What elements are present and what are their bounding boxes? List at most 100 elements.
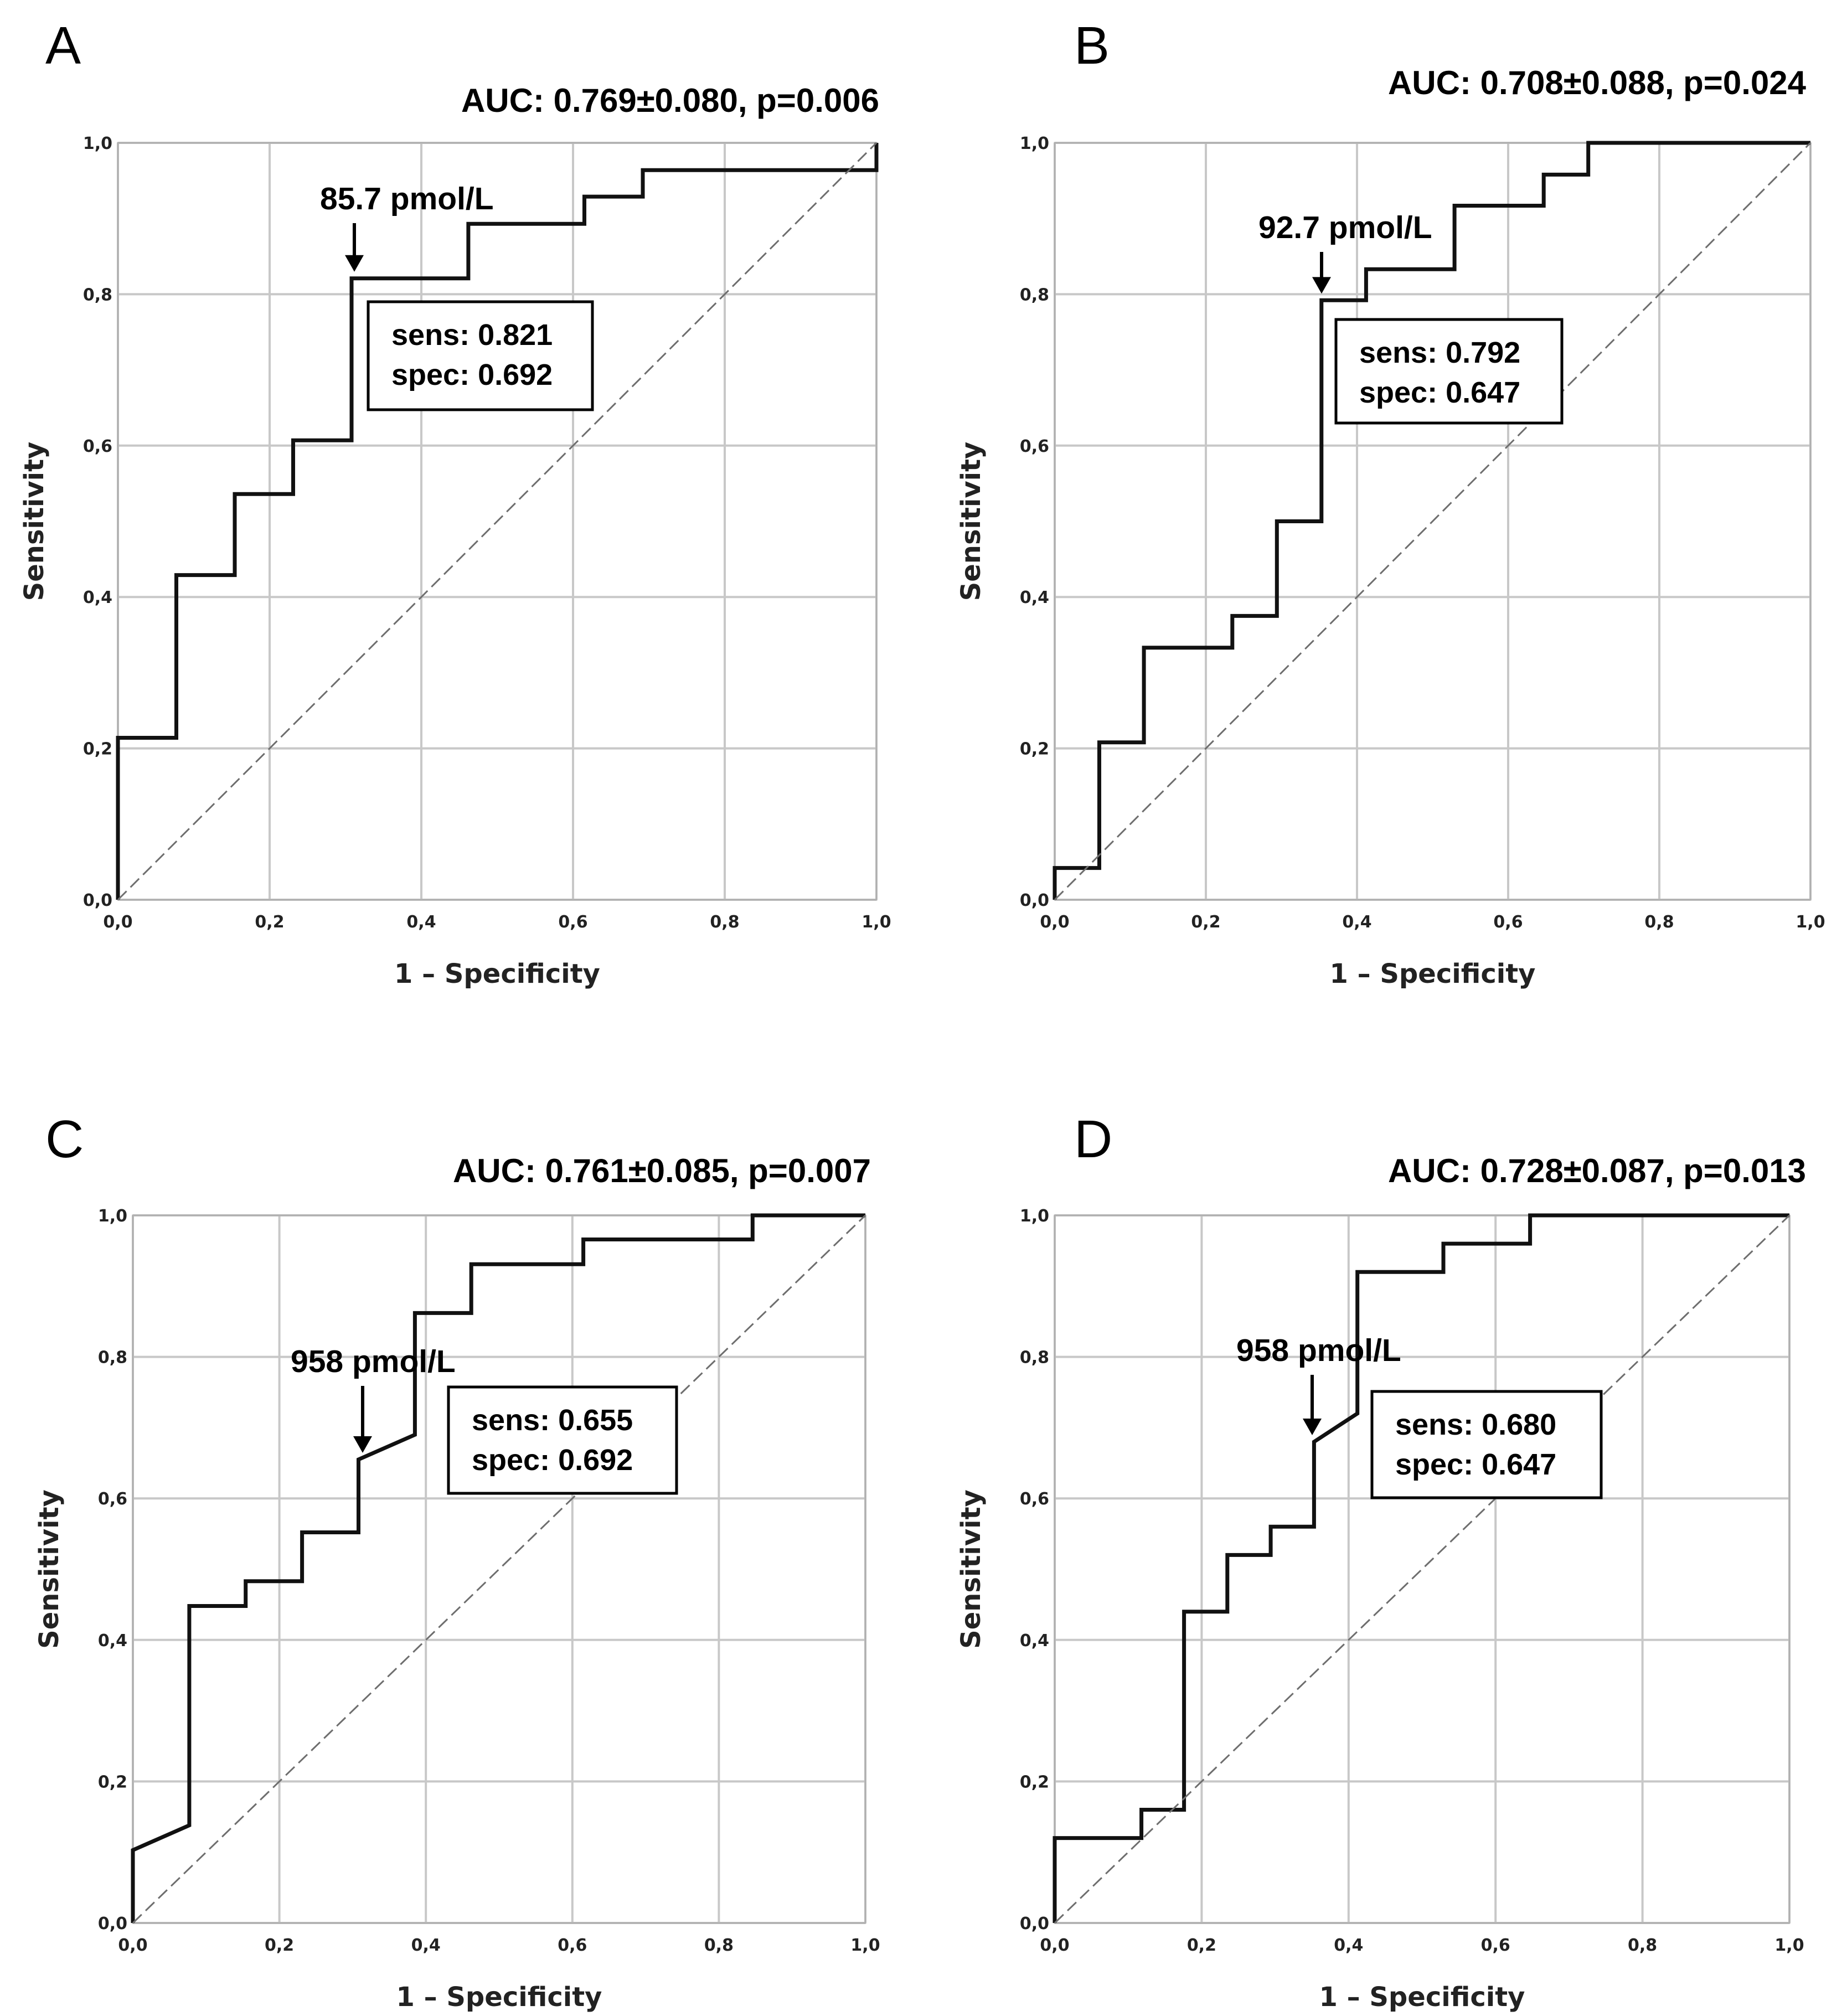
roc-curve: [1053, 1213, 1789, 1923]
y-tick-label: 0,4: [1020, 588, 1049, 607]
x-tick-label: 0,0: [1040, 1936, 1069, 1955]
sensitivity-value: sens: 0.680: [1395, 1408, 1556, 1441]
x-tick-label: 0,4: [406, 912, 436, 932]
x-tick-label: 1,0: [1796, 912, 1825, 932]
x-tick-label: 0,2: [265, 1936, 294, 1955]
auc-label: AUC: 0.728±0.087, p=0.013: [1388, 1152, 1806, 1189]
y-tick-label: 0,4: [83, 588, 112, 607]
panel-letter: D: [1074, 1110, 1112, 1169]
y-tick-label: 0,2: [1020, 740, 1049, 759]
cutoff-arrow-head: [345, 255, 364, 272]
y-tick-label: 0,0: [83, 891, 112, 910]
x-tick-label: 1,0: [1774, 1936, 1804, 1955]
y-axis-title: Sensitivity: [956, 1489, 987, 1649]
y-tick-label: 0,2: [98, 1772, 127, 1792]
reference-line: [1054, 142, 1812, 901]
y-tick-label: 0,6: [1020, 437, 1049, 456]
x-tick-label: 0,2: [255, 912, 284, 932]
x-tick-label: 0,6: [1493, 912, 1523, 932]
sensitivity-value: sens: 0.821: [391, 318, 553, 352]
sens-spec-box: [447, 1385, 678, 1495]
x-tick-label: 0,0: [1040, 912, 1069, 932]
panel-letter: C: [45, 1110, 84, 1169]
y-tick-label: 1,0: [98, 1206, 127, 1226]
reference-line: [132, 1214, 866, 1924]
cutoff-arrow-head: [1312, 277, 1331, 294]
y-tick-label: 0,0: [1020, 891, 1049, 910]
x-axis-title: 1 – Specificity: [394, 958, 600, 989]
reference-line: [117, 142, 878, 901]
x-tick-label: 0,0: [103, 912, 132, 932]
cutoff-arrow-head: [1303, 1418, 1322, 1435]
x-tick-label: 0,8: [1628, 1936, 1657, 1955]
y-tick-label: 0,4: [98, 1631, 127, 1651]
roc-curve: [1053, 141, 1810, 900]
y-tick-label: 0,8: [98, 1348, 127, 1368]
plot-frame: [1054, 1214, 1791, 1924]
y-tick-label: 0,0: [98, 1914, 127, 1933]
y-tick-label: 0,2: [1020, 1772, 1049, 1792]
roc-panel-b: B AUC: 0.708±0.088, p=0.024 0,0 0,2 0,4 0,6 0,…: [956, 16, 1825, 989]
sens-spec-box: [367, 300, 594, 411]
x-tick-label: 0,0: [118, 1936, 147, 1955]
plot-frame: [132, 1214, 866, 1924]
y-tick-label: 0,6: [98, 1489, 127, 1509]
x-tick-label: 0,8: [704, 1936, 734, 1955]
y-axis-title: Sensitivity: [34, 1489, 65, 1649]
y-tick-label: 1,0: [1020, 134, 1049, 153]
y-tick-label: 0,6: [1020, 1489, 1049, 1509]
y-tick-label: 1,0: [1020, 1206, 1049, 1226]
y-tick-label: 0,8: [1020, 285, 1049, 305]
cutoff-label: 92.7 pmol/L: [1258, 210, 1432, 245]
y-tick-label: 1,0: [83, 134, 112, 153]
roc-panel-c: C AUC: 0.761±0.085, p=0.007 0,0 0,2 0,4 0,6 0,…: [34, 1110, 880, 2013]
y-tick-label: 0,0: [1020, 1914, 1049, 1933]
y-tick-label: 0,8: [1020, 1348, 1049, 1368]
auc-label: AUC: 0.708±0.088, p=0.024: [1388, 64, 1807, 101]
sens-spec-box: [1334, 318, 1564, 425]
x-axis-title: 1 – Specificity: [396, 1982, 602, 2013]
roc-panel-d: D AUC: 0.728±0.087, p=0.013 0,0 0,2 0,4 0,6 0,…: [956, 1110, 1806, 2013]
cutoff-label: 85.7 pmol/L: [320, 181, 494, 216]
cutoff-arrow-head: [353, 1436, 372, 1453]
auc-label: AUC: 0.761±0.085, p=0.007: [453, 1152, 871, 1189]
y-tick-label: 0,8: [83, 285, 112, 305]
specificity-value: spec: 0.647: [1359, 376, 1520, 409]
x-tick-label: 0,6: [558, 912, 587, 932]
x-axis-title: 1 – Specificity: [1319, 1982, 1525, 2013]
x-tick-label: 0,6: [558, 1936, 587, 1955]
x-axis-title: 1 – Specificity: [1330, 958, 1536, 989]
reference-line: [1054, 1214, 1791, 1924]
sensitivity-value: sens: 0.792: [1359, 336, 1520, 369]
y-tick-label: 0,2: [83, 740, 112, 759]
specificity-value: spec: 0.647: [1395, 1448, 1556, 1481]
x-tick-label: 0,8: [710, 912, 739, 932]
x-tick-label: 0,8: [1644, 912, 1674, 932]
plot-frame: [117, 142, 878, 901]
x-tick-label: 1,0: [850, 1936, 880, 1955]
specificity-value: spec: 0.692: [391, 358, 553, 391]
panel-letter: B: [1074, 16, 1110, 75]
cutoff-label: 958 pmol/L: [291, 1344, 456, 1379]
x-tick-label: 0,2: [1187, 1936, 1216, 1955]
x-tick-label: 0,4: [411, 1936, 441, 1955]
x-tick-label: 0,4: [1334, 1936, 1363, 1955]
y-axis-title: Sensitivity: [19, 442, 50, 601]
panel-letter: A: [45, 16, 81, 75]
x-tick-label: 1,0: [861, 912, 891, 932]
x-tick-label: 0,6: [1481, 1936, 1510, 1955]
x-tick-label: 0,4: [1342, 912, 1371, 932]
roc-curve: [116, 143, 879, 900]
x-tick-label: 0,2: [1191, 912, 1220, 932]
sens-spec-box: [1370, 1390, 1603, 1499]
auc-label: AUC: 0.769±0.080, p=0.006: [461, 82, 879, 119]
y-tick-label: 0,4: [1020, 1631, 1049, 1651]
cutoff-label: 958 pmol/L: [1236, 1333, 1401, 1368]
plot-frame: [1054, 142, 1812, 901]
y-tick-label: 0,6: [83, 437, 112, 456]
roc-curve: [131, 1213, 865, 1923]
specificity-value: spec: 0.692: [472, 1443, 633, 1477]
sensitivity-value: sens: 0.655: [472, 1404, 633, 1437]
roc-panel-a: A AUC: 0.769±0.080, p=0.006 0,0 0,2 0,4 0,6 0,…: [19, 16, 891, 989]
